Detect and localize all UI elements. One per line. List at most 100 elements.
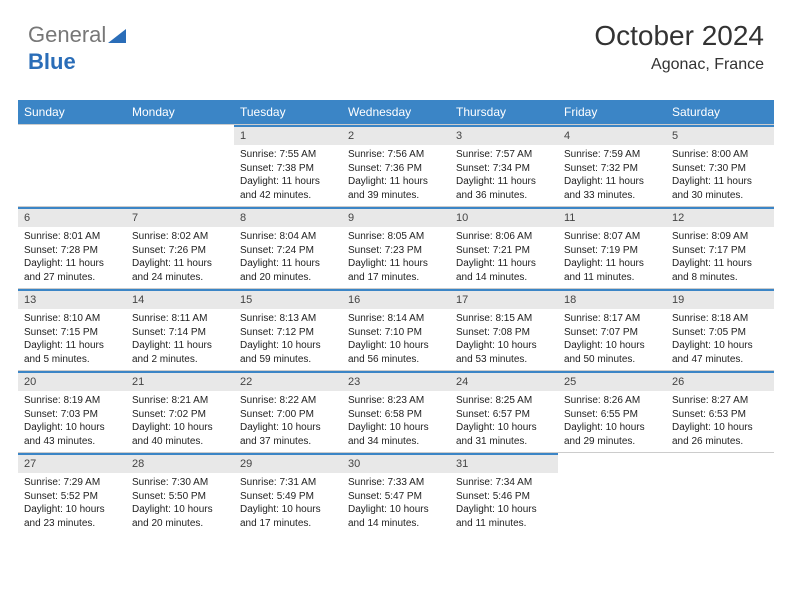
daylight-text: Daylight: 11 hours and 8 minutes. <box>672 257 768 284</box>
day-number: 1 <box>234 125 342 145</box>
sunset-text: Sunset: 6:55 PM <box>564 408 660 422</box>
day-number: 20 <box>18 371 126 391</box>
day-body: Sunrise: 8:11 AMSunset: 7:14 PMDaylight:… <box>126 309 234 369</box>
day-body: Sunrise: 7:56 AMSunset: 7:36 PMDaylight:… <box>342 145 450 205</box>
day-cell: 10Sunrise: 8:06 AMSunset: 7:21 PMDayligh… <box>450 207 558 289</box>
day-number: 7 <box>126 207 234 227</box>
day-number: 23 <box>342 371 450 391</box>
dayname: Sunday <box>18 100 126 125</box>
day-number: 22 <box>234 371 342 391</box>
day-body: Sunrise: 8:07 AMSunset: 7:19 PMDaylight:… <box>558 227 666 287</box>
day-cell: 15Sunrise: 8:13 AMSunset: 7:12 PMDayligh… <box>234 289 342 371</box>
day-number: 25 <box>558 371 666 391</box>
day-cell: 25Sunrise: 8:26 AMSunset: 6:55 PMDayligh… <box>558 371 666 453</box>
sunset-text: Sunset: 5:46 PM <box>456 490 552 504</box>
sunrise-text: Sunrise: 8:18 AM <box>672 312 768 326</box>
day-number: 8 <box>234 207 342 227</box>
day-cell: 30 Sunrise: 7:33 AMSunset: 5:47 PMDayligh… <box>342 453 450 535</box>
daylight-text: Daylight: 10 hours and 17 minutes. <box>240 503 336 530</box>
sunrise-text: Sunrise: 8:17 AM <box>564 312 660 326</box>
day-number: 17 <box>450 289 558 309</box>
day-number: 26 <box>666 371 774 391</box>
sunrise-text: Sunrise: 8:11 AM <box>132 312 228 326</box>
sunrise-text: Sunrise: 8:22 AM <box>240 394 336 408</box>
day-cell: 13Sunrise: 8:10 AMSunset: 7:15 PMDayligh… <box>18 289 126 371</box>
sunset-text: Sunset: 7:02 PM <box>132 408 228 422</box>
day-number: 29 <box>234 453 342 473</box>
daylight-text: Daylight: 10 hours and 23 minutes. <box>24 503 120 530</box>
day-cell: 6Sunrise: 8:01 AMSunset: 7:28 PMDaylight… <box>18 207 126 289</box>
location: Agonac, France <box>594 56 764 74</box>
day-cell: 17Sunrise: 8:15 AMSunset: 7:08 PMDayligh… <box>450 289 558 371</box>
dayname: Friday <box>558 100 666 125</box>
dayname: Monday <box>126 100 234 125</box>
sunset-text: Sunset: 7:05 PM <box>672 326 768 340</box>
sunset-text: Sunset: 7:03 PM <box>24 408 120 422</box>
day-cell: 5Sunrise: 8:00 AMSunset: 7:30 PMDaylight… <box>666 125 774 207</box>
day-cell: 31Sunrise: 7:34 AMSunset: 5:46 PMDayligh… <box>450 453 558 535</box>
sunrise-text: Sunrise: 7:55 AM <box>240 148 336 162</box>
day-body: Sunrise: 7:55 AMSunset: 7:38 PMDaylight:… <box>234 145 342 205</box>
logo: General Blue <box>28 22 126 75</box>
sunset-text: Sunset: 5:47 PM <box>348 490 444 504</box>
header-right: October 2024 Agonac, France <box>594 20 764 74</box>
day-cell <box>18 125 126 207</box>
daylight-text: Daylight: 11 hours and 30 minutes. <box>672 175 768 202</box>
sunrise-text: Sunrise: 7:34 AM <box>456 476 552 490</box>
week-row: 1Sunrise: 7:55 AMSunset: 7:38 PMDaylight… <box>18 125 774 207</box>
day-body: Sunrise: 8:17 AMSunset: 7:07 PMDaylight:… <box>558 309 666 369</box>
day-body: Sunrise: 8:10 AMSunset: 7:15 PMDaylight:… <box>18 309 126 369</box>
sunrise-text: Sunrise: 7:33 AM <box>348 476 444 490</box>
day-number: 30 <box>342 453 450 473</box>
month-title: October 2024 <box>594 20 764 52</box>
day-number: 11 <box>558 207 666 227</box>
day-body: Sunrise: 8:09 AMSunset: 7:17 PMDaylight:… <box>666 227 774 287</box>
sunset-text: Sunset: 7:36 PM <box>348 162 444 176</box>
day-cell: 29Sunrise: 7:31 AMSunset: 5:49 PMDayligh… <box>234 453 342 535</box>
sunset-text: Sunset: 7:21 PM <box>456 244 552 258</box>
sunrise-text: Sunrise: 8:02 AM <box>132 230 228 244</box>
day-number: 19 <box>666 289 774 309</box>
sunset-text: Sunset: 5:52 PM <box>24 490 120 504</box>
day-cell: 23Sunrise: 8:23 AMSunset: 6:58 PMDayligh… <box>342 371 450 453</box>
sunset-text: Sunset: 6:58 PM <box>348 408 444 422</box>
day-number: 16 <box>342 289 450 309</box>
day-number: 21 <box>126 371 234 391</box>
day-body: Sunrise: 8:05 AMSunset: 7:23 PMDaylight:… <box>342 227 450 287</box>
sunset-text: Sunset: 7:00 PM <box>240 408 336 422</box>
week-row: 6Sunrise: 8:01 AMSunset: 7:28 PMDaylight… <box>18 207 774 289</box>
day-cell: 9Sunrise: 8:05 AMSunset: 7:23 PMDaylight… <box>342 207 450 289</box>
daylight-text: Daylight: 11 hours and 20 minutes. <box>240 257 336 284</box>
calendar-table: Sunday Monday Tuesday Wednesday Thursday… <box>18 100 774 535</box>
day-body: Sunrise: 8:18 AMSunset: 7:05 PMDaylight:… <box>666 309 774 369</box>
day-body: Sunrise: 8:25 AMSunset: 6:57 PMDaylight:… <box>450 391 558 451</box>
sunset-text: Sunset: 7:32 PM <box>564 162 660 176</box>
daylight-text: Daylight: 11 hours and 36 minutes. <box>456 175 552 202</box>
daylight-text: Daylight: 11 hours and 39 minutes. <box>348 175 444 202</box>
daylight-text: Daylight: 11 hours and 42 minutes. <box>240 175 336 202</box>
dayname: Tuesday <box>234 100 342 125</box>
day-cell: 4Sunrise: 7:59 AMSunset: 7:32 PMDaylight… <box>558 125 666 207</box>
day-cell <box>666 453 774 535</box>
day-body: Sunrise: 8:01 AMSunset: 7:28 PMDaylight:… <box>18 227 126 287</box>
day-number: 28 <box>126 453 234 473</box>
day-cell: 3Sunrise: 7:57 AMSunset: 7:34 PMDaylight… <box>450 125 558 207</box>
sunrise-text: Sunrise: 8:26 AM <box>564 394 660 408</box>
day-cell: 7Sunrise: 8:02 AMSunset: 7:26 PMDaylight… <box>126 207 234 289</box>
sunset-text: Sunset: 5:49 PM <box>240 490 336 504</box>
daylight-text: Daylight: 10 hours and 20 minutes. <box>132 503 228 530</box>
daylight-text: Daylight: 10 hours and 59 minutes. <box>240 339 336 366</box>
day-cell <box>126 125 234 207</box>
daylight-text: Daylight: 10 hours and 14 minutes. <box>348 503 444 530</box>
daylight-text: Daylight: 11 hours and 5 minutes. <box>24 339 120 366</box>
daylight-text: Daylight: 11 hours and 24 minutes. <box>132 257 228 284</box>
sunrise-text: Sunrise: 8:19 AM <box>24 394 120 408</box>
sunrise-text: Sunrise: 7:57 AM <box>456 148 552 162</box>
day-cell: 20Sunrise: 8:19 AMSunset: 7:03 PMDayligh… <box>18 371 126 453</box>
day-body: Sunrise: 8:23 AMSunset: 6:58 PMDaylight:… <box>342 391 450 451</box>
day-number: 3 <box>450 125 558 145</box>
day-cell: 2Sunrise: 7:56 AMSunset: 7:36 PMDaylight… <box>342 125 450 207</box>
dayname: Wednesday <box>342 100 450 125</box>
week-row: 27Sunrise: 7:29 AMSunset: 5:52 PMDayligh… <box>18 453 774 535</box>
day-body: Sunrise: 8:27 AMSunset: 6:53 PMDaylight:… <box>666 391 774 451</box>
